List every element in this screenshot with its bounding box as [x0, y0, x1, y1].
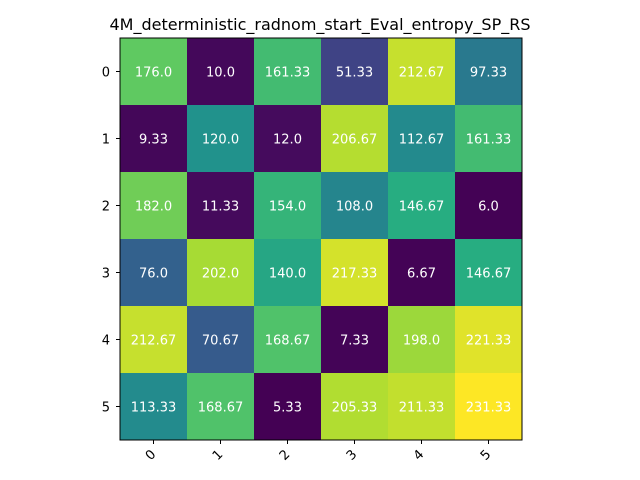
cell-value-label: 154.0 [269, 200, 306, 215]
cell-value-label: 202.0 [202, 267, 239, 282]
heatmap-cell [254, 373, 322, 441]
heatmap-cell [120, 373, 188, 441]
cell-value-label: 112.67 [399, 133, 445, 148]
y-tick-label: 2 [102, 200, 110, 215]
heatmap-cell [321, 105, 389, 173]
cell-value-label: 212.67 [131, 334, 177, 349]
heatmap-cell [455, 38, 523, 106]
heatmap-cell [388, 373, 456, 441]
chart-title: 4M_deterministic_radnom_start_Eval_entro… [110, 15, 531, 35]
cell-value-label: 9.33 [139, 133, 168, 148]
heatmap-cell [388, 105, 456, 173]
cell-value-label: 5.33 [273, 401, 302, 416]
heatmap-cell [455, 172, 523, 240]
heatmap-cell [254, 172, 322, 240]
cell-value-label: 70.67 [202, 334, 239, 349]
cell-value-label: 221.33 [466, 334, 512, 349]
heatmap-cell [254, 105, 322, 173]
cell-value-label: 217.33 [332, 267, 378, 282]
cell-value-label: 146.67 [399, 200, 445, 215]
cell-value-label: 10.0 [206, 66, 235, 81]
heatmap-cell [455, 105, 523, 173]
heatmap-cell [254, 306, 322, 374]
plot-frame [119, 37, 523, 441]
cell-value-label: 76.0 [139, 267, 168, 282]
heatmap-cell [388, 239, 456, 307]
cell-value-label: 231.33 [466, 401, 512, 416]
heatmap-cell [388, 172, 456, 240]
heatmap-cell [388, 306, 456, 374]
heatmap-cell [187, 306, 255, 374]
y-axis: 0 1 2 3 4 5 [102, 66, 120, 416]
cell-value-label: 6.67 [407, 267, 436, 282]
heatmap-cell [254, 239, 322, 307]
heatmap-cell [321, 172, 389, 240]
heatmap-cell [120, 105, 188, 173]
heatmap-cell [187, 373, 255, 441]
x-axis: 0 1 2 3 4 5 [143, 440, 494, 464]
cell-value-label: 108.0 [336, 200, 373, 215]
cell-value-label: 146.67 [466, 267, 512, 282]
cell-value-label: 51.33 [336, 66, 373, 81]
heatmap-cell [455, 239, 523, 307]
cell-value-label: 212.67 [399, 66, 445, 81]
heatmap-cell [321, 306, 389, 374]
heatmap-cell [120, 172, 188, 240]
cell-value-label: 113.33 [131, 401, 177, 416]
x-tick-label: 1 [210, 447, 226, 463]
cell-value-label: 7.33 [340, 334, 369, 349]
heatmap-cell [455, 373, 523, 441]
cell-value-label: 182.0 [135, 200, 172, 215]
y-tick-label: 3 [102, 267, 110, 282]
cell-value-label: 140.0 [269, 267, 306, 282]
cell-value-label: 161.33 [466, 133, 512, 148]
heatmap-cells: 176.0 10.0 161.33 51.33 212.67 97.33 9.33 120.0… [120, 38, 523, 441]
heatmap-cell [388, 38, 456, 106]
heatmap-cell [120, 239, 188, 307]
y-tick-label: 0 [102, 66, 110, 81]
heatmap-cell [187, 172, 255, 240]
cell-value-label: 205.33 [332, 401, 378, 416]
x-tick-label: 4 [411, 447, 427, 463]
cell-value-label: 97.33 [470, 66, 507, 81]
y-tick-label: 5 [102, 401, 110, 416]
cell-value-label: 161.33 [265, 66, 311, 81]
heatmap-cell [321, 373, 389, 441]
cell-value-label: 11.33 [202, 200, 239, 215]
cell-value-label: 198.0 [403, 334, 440, 349]
heatmap-cell [321, 38, 389, 106]
cell-value-label: 176.0 [135, 66, 172, 81]
cell-value-label: 168.67 [265, 334, 311, 349]
heatmap-cell [254, 38, 322, 106]
x-tick-label: 2 [277, 447, 293, 463]
y-tick-label: 4 [102, 334, 110, 349]
cell-value-label: 120.0 [202, 133, 239, 148]
heatmap-cell [187, 105, 255, 173]
cell-value-label: 211.33 [399, 401, 445, 416]
x-tick-label: 3 [344, 447, 360, 463]
heatmap-cell [455, 306, 523, 374]
x-tick-label: 5 [478, 447, 494, 463]
x-tick-label: 0 [143, 447, 159, 463]
cell-value-label: 6.0 [478, 200, 499, 215]
y-tick-label: 1 [102, 133, 110, 148]
heatmap-cell [321, 239, 389, 307]
cell-value-label: 12.0 [273, 133, 302, 148]
cell-value-label: 168.67 [198, 401, 244, 416]
heatmap-cell [120, 38, 188, 106]
heatmap-cell [187, 239, 255, 307]
heatmap-cell [187, 38, 255, 106]
cell-value-label: 206.67 [332, 133, 378, 148]
heatmap-cell [120, 306, 188, 374]
